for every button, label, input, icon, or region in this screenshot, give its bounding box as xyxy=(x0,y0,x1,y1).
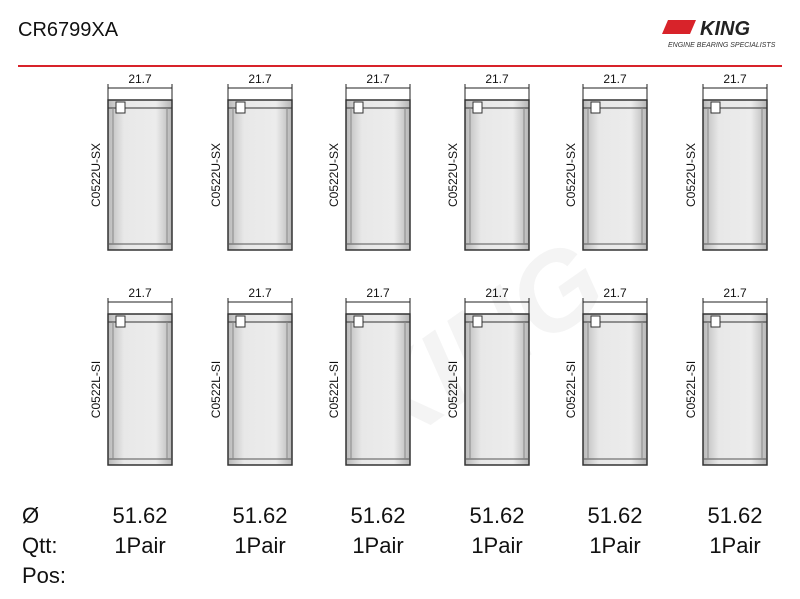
shell-body xyxy=(582,99,648,251)
qty-value: 1Pair xyxy=(114,533,165,558)
width-label: 21.7 xyxy=(723,286,747,300)
width-label: 21.7 xyxy=(248,286,272,300)
part-number: C0522U-SX xyxy=(564,143,578,207)
qty-value: 1Pair xyxy=(709,533,760,558)
qty-value: 1Pair xyxy=(234,533,285,558)
part-number: C0522U-SX xyxy=(684,143,698,207)
part-number: C0522U-SX xyxy=(446,143,460,207)
logo: KING ENGINE BEARING SPECIALISTS xyxy=(662,18,776,49)
pos-label: Pos: xyxy=(22,563,66,588)
part-number: C0522L-SI xyxy=(564,361,578,418)
bearing-shell: 21.7 C0522U-SX xyxy=(564,72,648,251)
part-number: C0522L-SI xyxy=(327,361,341,418)
bearing-shell: 21.7 C0522L-SI xyxy=(446,286,530,466)
locating-tab xyxy=(353,101,364,114)
locating-tab xyxy=(710,101,721,114)
locating-tab xyxy=(590,315,601,328)
logo-mark xyxy=(662,20,696,34)
part-number: C0522L-SI xyxy=(209,361,223,418)
bearing-shell: 21.7 C0522L-SI xyxy=(564,286,648,466)
diameter-value: 51.62 xyxy=(587,503,642,528)
width-label: 21.7 xyxy=(485,72,509,86)
shell-body xyxy=(702,99,768,251)
shell-body xyxy=(464,313,530,466)
width-label: 21.7 xyxy=(128,72,152,86)
width-label: 21.7 xyxy=(248,72,272,86)
shell-body xyxy=(227,99,293,251)
shell-body xyxy=(227,313,293,466)
shell-body xyxy=(107,99,173,251)
bearing-shell: 21.7 C0522U-SX xyxy=(684,72,768,251)
locating-tab xyxy=(235,101,246,114)
diameter-value: 51.62 xyxy=(112,503,167,528)
title: CR6799XA xyxy=(18,19,119,41)
qty-label: Qtt: xyxy=(22,533,57,558)
locating-tab xyxy=(472,101,483,114)
bearing-shell: 21.7 C0522L-SI xyxy=(684,286,768,466)
shell-body xyxy=(582,313,648,466)
locating-tab xyxy=(590,101,601,114)
bearing-shell: 21.7 C0522L-SI xyxy=(327,286,411,466)
bearing-shell: 21.7 C0522L-SI xyxy=(89,286,173,466)
part-number: C0522U-SX xyxy=(89,143,103,207)
part-number: C0522L-SI xyxy=(446,361,460,418)
shell-body xyxy=(345,313,411,466)
locating-tab xyxy=(235,315,246,328)
shell-body xyxy=(107,313,173,466)
width-label: 21.7 xyxy=(366,286,390,300)
locating-tab xyxy=(115,315,126,328)
shell-body xyxy=(345,99,411,251)
bearing-shell: 21.7 C0522U-SX xyxy=(446,72,530,251)
bearing-shell: 21.7 C0522L-SI xyxy=(209,286,293,466)
width-label: 21.7 xyxy=(603,72,627,86)
qty-value: 1Pair xyxy=(589,533,640,558)
diameter-label: Ø xyxy=(22,503,39,528)
part-number: C0522L-SI xyxy=(89,361,103,418)
bearing-shell: 21.7 C0522U-SX xyxy=(327,72,411,251)
width-label: 21.7 xyxy=(128,286,152,300)
bearing-shell: 21.7 C0522U-SX xyxy=(209,72,293,251)
part-number: C0522U-SX xyxy=(209,143,223,207)
part-number: C0522U-SX xyxy=(327,143,341,207)
logo-text: KING xyxy=(700,18,750,40)
logo-tagline: ENGINE BEARING SPECIALISTS xyxy=(668,42,776,49)
width-label: 21.7 xyxy=(485,286,509,300)
locating-tab xyxy=(472,315,483,328)
width-label: 21.7 xyxy=(723,72,747,86)
shell-body xyxy=(464,99,530,251)
diameter-value: 51.62 xyxy=(707,503,762,528)
diameter-value: 51.62 xyxy=(469,503,524,528)
qty-value: 1Pair xyxy=(352,533,403,558)
shell-body xyxy=(702,313,768,466)
width-label: 21.7 xyxy=(603,286,627,300)
qty-value: 1Pair xyxy=(471,533,522,558)
locating-tab xyxy=(710,315,721,328)
width-label: 21.7 xyxy=(366,72,390,86)
diameter-value: 51.62 xyxy=(232,503,287,528)
locating-tab xyxy=(353,315,364,328)
bearing-shell: 21.7 C0522U-SX xyxy=(89,72,173,251)
diameter-value: 51.62 xyxy=(350,503,405,528)
part-number: C0522L-SI xyxy=(684,361,698,418)
locating-tab xyxy=(115,101,126,114)
